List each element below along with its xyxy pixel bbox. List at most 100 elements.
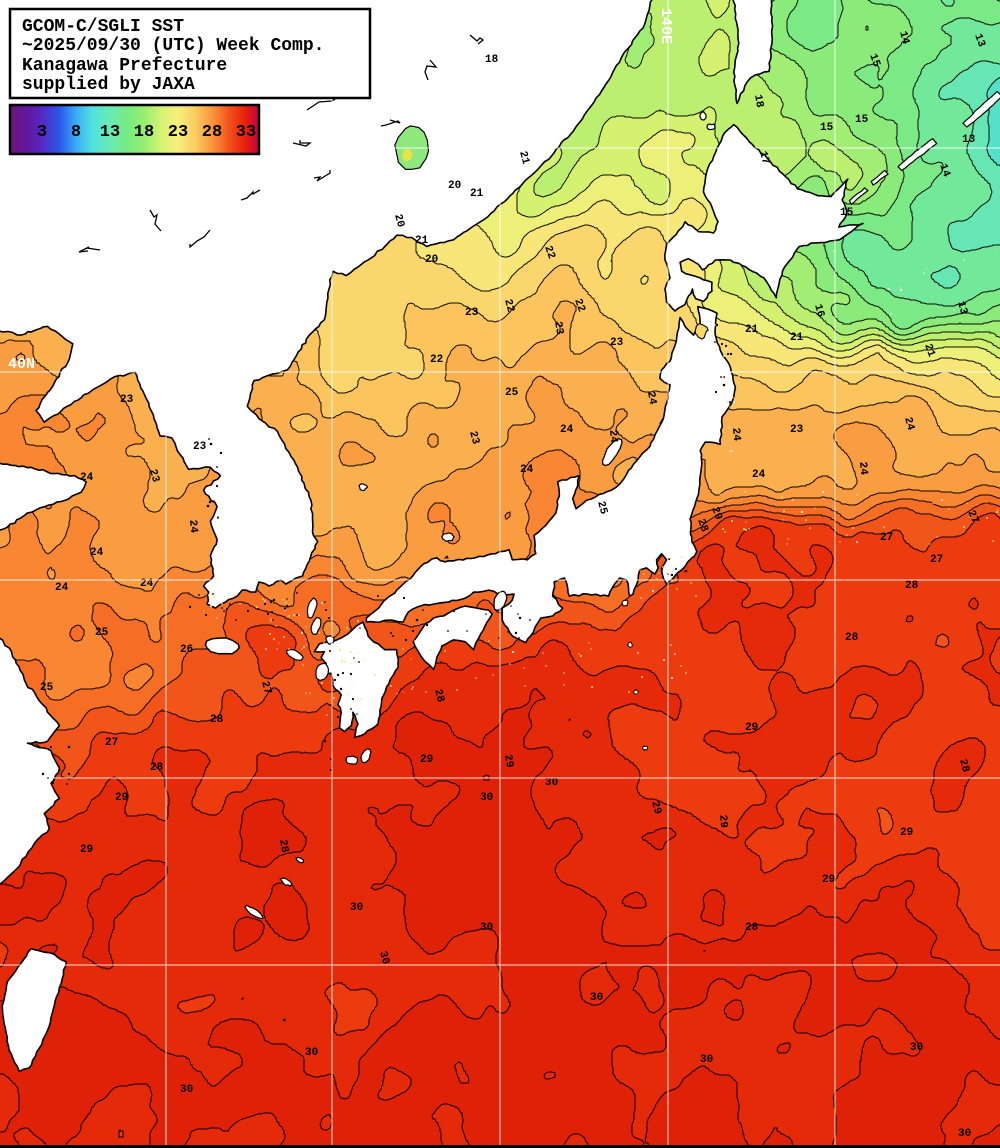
svg-text:23: 23: [466, 430, 481, 446]
svg-text:~2025/09/30 (UTC) Week Comp.: ~2025/09/30 (UTC) Week Comp.: [22, 36, 324, 56]
svg-text:13: 13: [962, 134, 976, 146]
svg-text:29: 29: [716, 814, 729, 828]
svg-text:24: 24: [606, 429, 619, 444]
svg-text:24: 24: [901, 416, 916, 432]
svg-text:20: 20: [391, 213, 406, 229]
svg-text:23: 23: [193, 441, 207, 453]
svg-text:15: 15: [855, 114, 869, 126]
svg-text:30: 30: [545, 777, 558, 789]
svg-text:40N: 40N: [8, 356, 35, 373]
svg-text:GCOM-C/SGLI SST: GCOM-C/SGLI SST: [22, 17, 184, 37]
svg-text:27: 27: [258, 680, 273, 696]
svg-text:28: 28: [276, 839, 290, 854]
svg-text:17: 17: [756, 150, 771, 166]
svg-text:25: 25: [505, 387, 519, 399]
svg-text:23: 23: [146, 468, 161, 484]
svg-text:Kanagawa Prefecture: Kanagawa Prefecture: [22, 56, 227, 76]
svg-text:28: 28: [431, 688, 446, 704]
svg-text:29: 29: [745, 722, 758, 734]
svg-text:21: 21: [415, 235, 429, 247]
svg-text:14: 14: [896, 30, 911, 46]
svg-text:3: 3: [37, 123, 47, 142]
svg-text:13: 13: [971, 32, 987, 49]
svg-text:24: 24: [140, 578, 154, 590]
svg-text:13: 13: [954, 300, 969, 316]
svg-text:30: 30: [480, 792, 493, 804]
svg-text:27: 27: [105, 737, 118, 749]
svg-text:28: 28: [745, 922, 759, 934]
svg-text:13: 13: [100, 123, 120, 142]
svg-text:27: 27: [930, 554, 943, 566]
svg-text:27: 27: [964, 509, 980, 526]
svg-text:30: 30: [480, 922, 493, 934]
svg-text:15: 15: [840, 207, 854, 219]
svg-text:15: 15: [820, 122, 834, 134]
svg-text:supplied by JAXA: supplied by JAXA: [22, 75, 195, 95]
svg-text:29: 29: [115, 792, 128, 804]
svg-text:23: 23: [551, 321, 565, 336]
svg-text:21: 21: [790, 332, 804, 344]
svg-text:28: 28: [905, 580, 919, 592]
svg-text:30: 30: [958, 1128, 971, 1140]
svg-text:29: 29: [822, 874, 835, 886]
svg-text:33: 33: [236, 123, 256, 142]
svg-text:30: 30: [305, 1047, 318, 1059]
svg-text:24: 24: [55, 582, 69, 594]
svg-text:23: 23: [120, 394, 134, 406]
svg-text:24: 24: [80, 472, 94, 484]
svg-text:24: 24: [186, 519, 199, 534]
svg-text:26: 26: [180, 644, 193, 656]
svg-text:21: 21: [470, 188, 484, 200]
svg-text:28: 28: [956, 758, 971, 774]
svg-text:29: 29: [900, 827, 913, 839]
svg-text:30N: 30N: [8, 762, 35, 779]
svg-text:24: 24: [520, 464, 534, 476]
svg-text:29: 29: [80, 844, 93, 856]
svg-text:30: 30: [180, 1084, 193, 1096]
svg-text:24: 24: [856, 461, 869, 476]
svg-text:24: 24: [752, 469, 766, 481]
svg-text:23: 23: [610, 337, 624, 349]
svg-text:29: 29: [501, 754, 515, 769]
svg-text:23: 23: [790, 424, 804, 436]
svg-text:24: 24: [729, 427, 742, 442]
svg-text:18: 18: [485, 54, 499, 66]
svg-text:28: 28: [694, 517, 710, 534]
svg-text:8: 8: [71, 123, 81, 142]
svg-text:21: 21: [921, 342, 937, 359]
svg-text:29: 29: [708, 505, 724, 522]
svg-text:23: 23: [465, 307, 479, 319]
svg-text:29: 29: [648, 800, 663, 816]
svg-text:30: 30: [910, 1042, 923, 1054]
svg-text:30: 30: [376, 950, 391, 966]
svg-text:16: 16: [811, 303, 826, 319]
svg-text:21: 21: [745, 324, 759, 336]
svg-text:25: 25: [40, 682, 54, 694]
svg-text:22: 22: [541, 244, 557, 261]
svg-text:30: 30: [590, 992, 603, 1004]
svg-text:24: 24: [644, 391, 658, 406]
svg-text:25: 25: [594, 500, 609, 516]
svg-text:20: 20: [425, 254, 438, 266]
svg-text:18: 18: [751, 94, 765, 109]
svg-text:21: 21: [516, 150, 531, 166]
svg-text:28: 28: [210, 714, 224, 726]
svg-text:23: 23: [168, 123, 188, 142]
svg-text:29: 29: [420, 754, 433, 766]
svg-text:28: 28: [202, 123, 222, 142]
svg-text:22: 22: [501, 298, 516, 314]
svg-text:22: 22: [430, 354, 443, 366]
svg-text:22: 22: [571, 297, 587, 314]
svg-text:18: 18: [134, 123, 154, 142]
svg-text:140E: 140E: [657, 8, 674, 44]
svg-text:30: 30: [700, 1054, 713, 1066]
svg-text:20: 20: [448, 180, 461, 192]
svg-text:25: 25: [95, 627, 109, 639]
svg-text:28: 28: [150, 762, 164, 774]
svg-text:28: 28: [845, 632, 859, 644]
svg-text:14: 14: [936, 162, 952, 179]
svg-text:15: 15: [866, 52, 882, 69]
svg-text:24: 24: [560, 424, 574, 436]
svg-text:27: 27: [880, 532, 893, 544]
svg-text:30: 30: [350, 902, 363, 914]
